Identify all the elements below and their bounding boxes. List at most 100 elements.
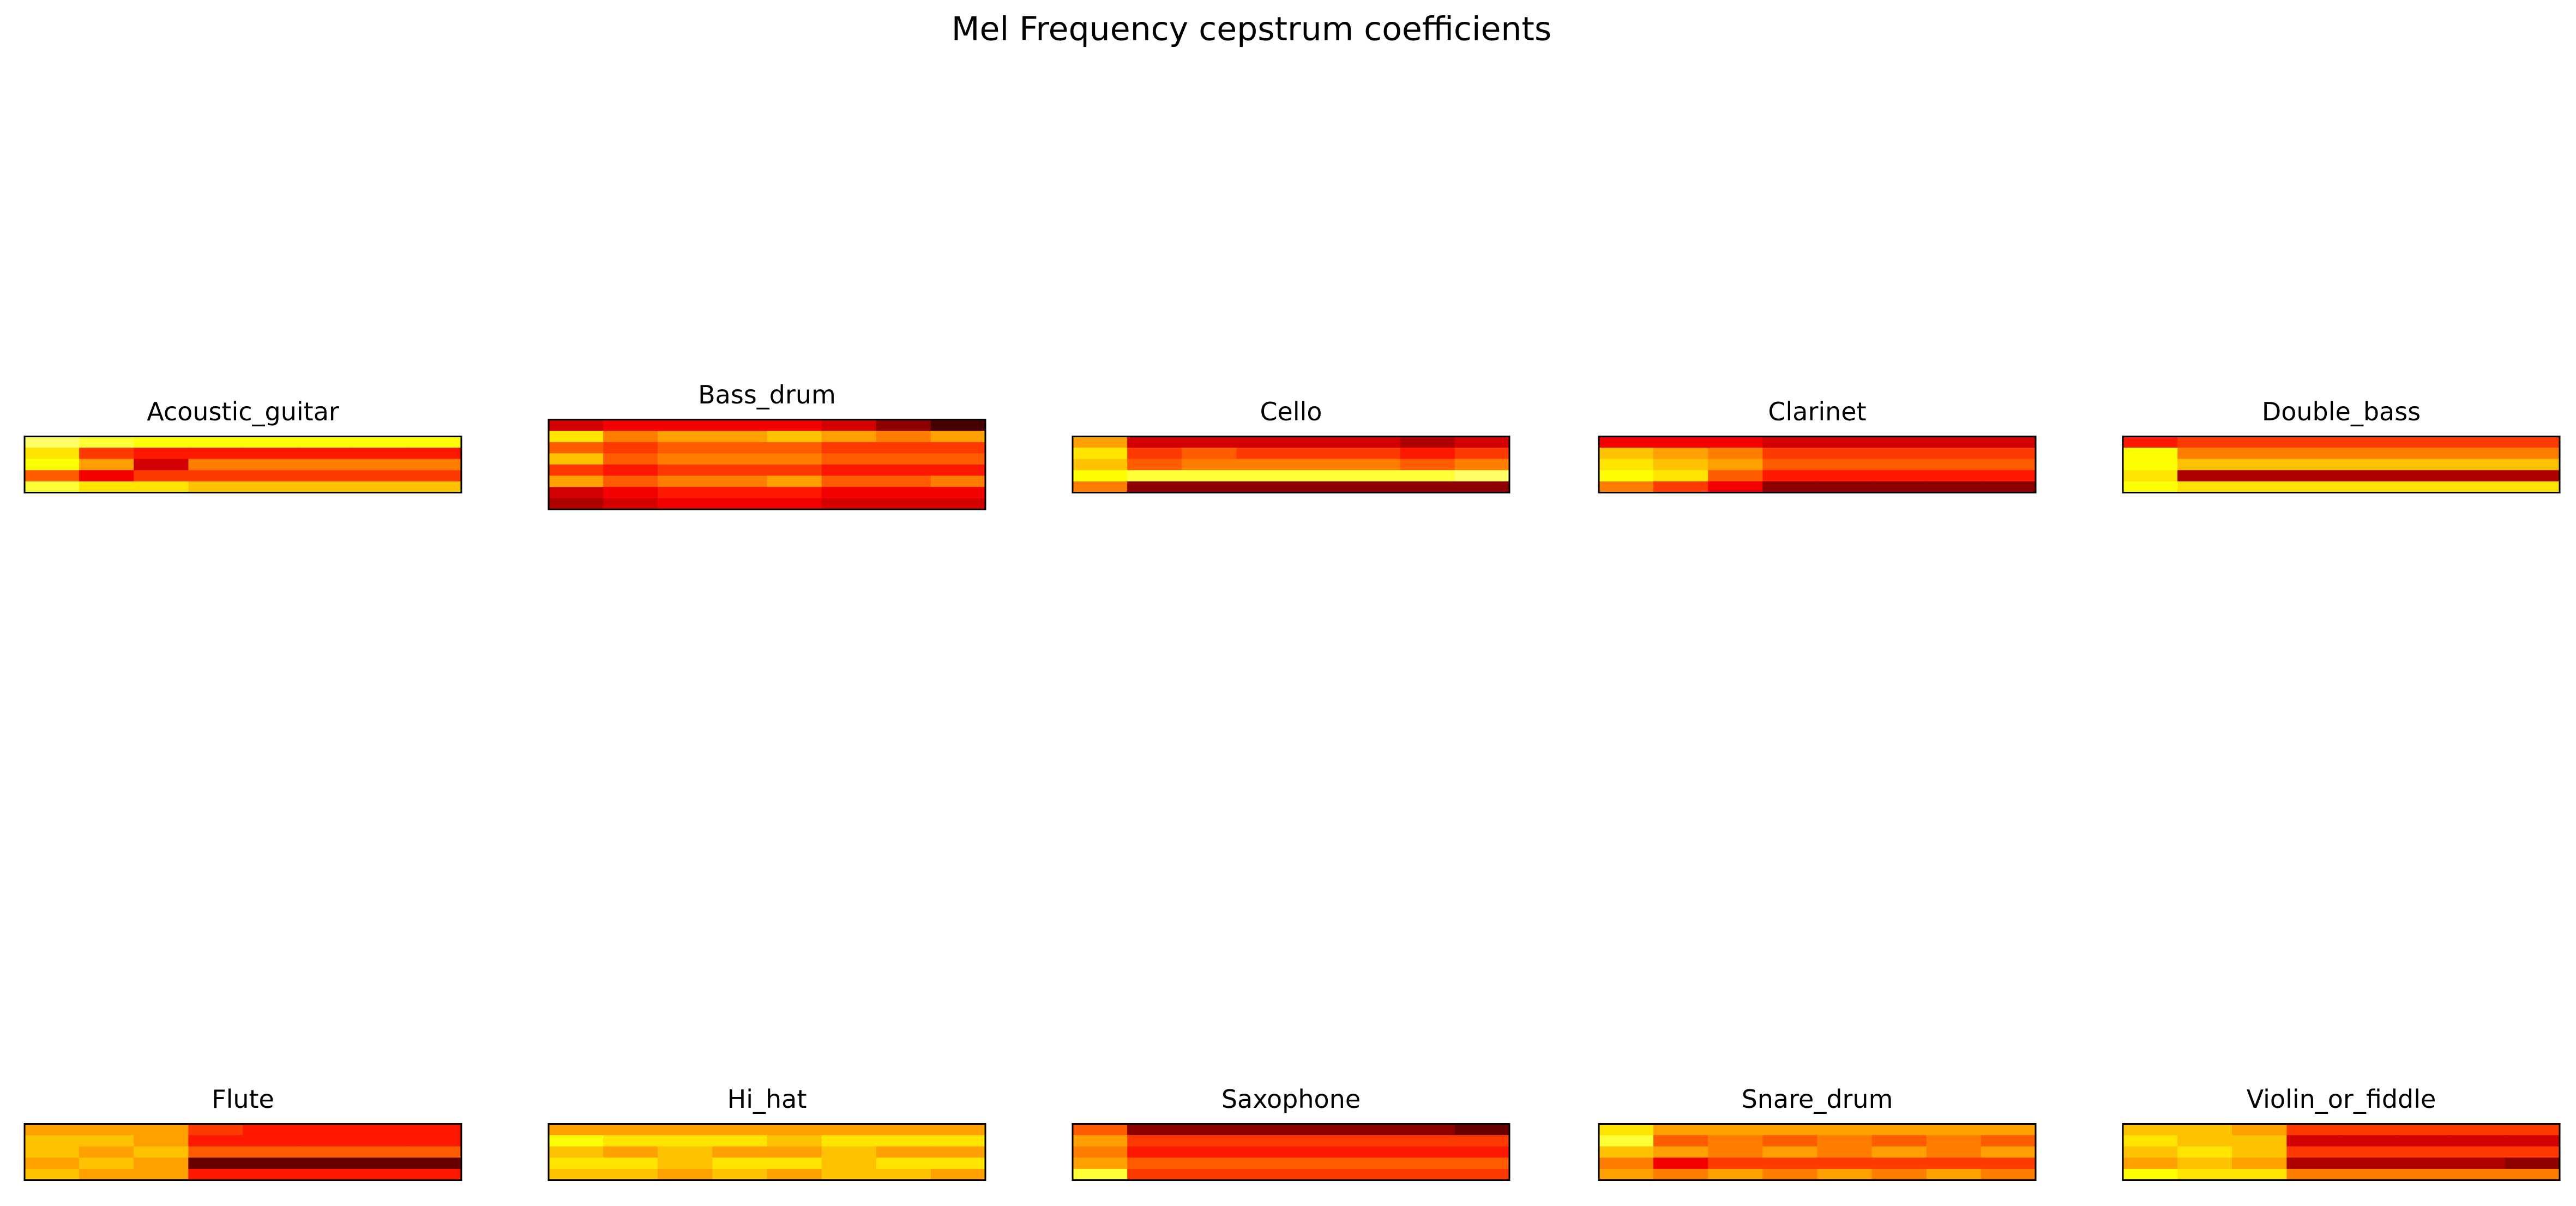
heatmap-cell bbox=[1653, 470, 1708, 482]
heatmap-cell bbox=[1871, 1168, 1927, 1180]
heatmap-cell bbox=[1708, 436, 1763, 448]
heatmap-cell bbox=[1291, 1135, 1346, 1147]
heatmap-cell bbox=[1073, 459, 1128, 471]
heatmap-cell bbox=[243, 436, 298, 448]
heatmap-cell bbox=[134, 436, 189, 448]
heatmap-cell bbox=[2177, 481, 2232, 493]
axes-frame bbox=[2122, 436, 2561, 493]
heatmap-cell bbox=[767, 453, 822, 465]
heatmap-cell bbox=[1653, 1168, 1708, 1180]
heatmap-cell bbox=[352, 1168, 407, 1180]
heatmap-cell bbox=[1981, 1135, 2036, 1147]
heatmap-cell bbox=[79, 1135, 134, 1147]
heatmap bbox=[2123, 1124, 2560, 1180]
heatmap-cell bbox=[1762, 1135, 1817, 1147]
heatmap-cell bbox=[658, 487, 713, 499]
heatmap-cell bbox=[1926, 1157, 1982, 1169]
heatmap-cell bbox=[1708, 1168, 1763, 1180]
heatmap-cell bbox=[1926, 436, 1982, 448]
heatmap-cell bbox=[1236, 1146, 1291, 1158]
heatmap-cell bbox=[243, 1146, 298, 1158]
heatmap-cell bbox=[1871, 459, 1927, 471]
heatmap-cell bbox=[1599, 1135, 1654, 1147]
panel-title: Hi_hat bbox=[727, 1084, 807, 1114]
heatmap-cell bbox=[1127, 1124, 1182, 1136]
heatmap-cell bbox=[876, 419, 931, 431]
heatmap-cell bbox=[1182, 1157, 1237, 1169]
heatmap-cell bbox=[1981, 481, 2036, 493]
heatmap-cell bbox=[25, 1135, 80, 1147]
heatmap-cell bbox=[1981, 470, 2036, 482]
heatmap-cell bbox=[2232, 436, 2287, 448]
heatmap-cell bbox=[1762, 481, 1817, 493]
heatmap-cell bbox=[1345, 1168, 1401, 1180]
heatmap-cell bbox=[134, 448, 189, 460]
heatmap-cell bbox=[603, 1168, 658, 1180]
panel-title: Acoustic_guitar bbox=[147, 397, 339, 426]
heatmap-cell bbox=[134, 1157, 189, 1169]
heatmap-cell bbox=[821, 442, 877, 454]
heatmap-cell bbox=[2341, 436, 2397, 448]
heatmap-cell bbox=[767, 1124, 822, 1136]
heatmap-cell bbox=[876, 1135, 931, 1147]
heatmap-cell bbox=[1236, 1168, 1291, 1180]
heatmap-cell bbox=[1871, 436, 1927, 448]
heatmap-cell bbox=[2232, 1135, 2287, 1147]
heatmap-cell bbox=[658, 475, 713, 487]
heatmap-cell bbox=[1073, 1146, 1128, 1158]
heatmap-cell bbox=[297, 1146, 353, 1158]
heatmap-cell bbox=[876, 475, 931, 487]
heatmap-cell bbox=[1400, 481, 1455, 493]
heatmap-cell bbox=[2232, 1168, 2287, 1180]
heatmap-cell bbox=[1400, 436, 1455, 448]
heatmap-cell bbox=[2505, 481, 2560, 493]
heatmap-cell bbox=[2450, 1124, 2506, 1136]
heatmap-cell bbox=[1236, 481, 1291, 493]
heatmap-cell bbox=[1400, 459, 1455, 471]
heatmap-cell bbox=[79, 436, 134, 448]
heatmap-cell bbox=[2286, 470, 2342, 482]
heatmap-cell bbox=[2505, 1135, 2560, 1147]
heatmap-cell bbox=[767, 1168, 822, 1180]
heatmap-cell bbox=[1653, 448, 1708, 460]
heatmap-cell bbox=[1599, 1146, 1654, 1158]
heatmap-cell bbox=[352, 470, 407, 482]
panel-title: Snare_drum bbox=[1742, 1084, 1893, 1114]
heatmap-cell bbox=[1345, 470, 1401, 482]
heatmap-cell bbox=[658, 498, 713, 510]
heatmap-cell bbox=[930, 419, 986, 431]
heatmap-cell bbox=[712, 1124, 767, 1136]
heatmap-cell bbox=[821, 1168, 877, 1180]
heatmap-cell bbox=[1653, 436, 1708, 448]
heatmap-cell bbox=[1182, 459, 1237, 471]
heatmap-cell bbox=[134, 1124, 189, 1136]
heatmap-cell bbox=[876, 1146, 931, 1158]
heatmap-cell bbox=[1653, 1157, 1708, 1169]
heatmap-cell bbox=[2177, 448, 2232, 460]
heatmap-cell bbox=[767, 465, 822, 477]
heatmap-cell bbox=[2286, 436, 2342, 448]
heatmap-cell bbox=[1127, 1157, 1182, 1169]
heatmap-cell bbox=[549, 453, 604, 465]
heatmap-cell bbox=[2177, 1124, 2232, 1136]
heatmap-cell bbox=[658, 1146, 713, 1158]
heatmap-cell bbox=[1345, 448, 1401, 460]
heatmap-cell bbox=[1073, 1124, 1128, 1136]
heatmap-cell bbox=[1981, 436, 2036, 448]
heatmap-cell bbox=[25, 1168, 80, 1180]
heatmap-cell bbox=[767, 431, 822, 443]
heatmap-cell bbox=[1345, 459, 1401, 471]
heatmap-cell bbox=[2450, 470, 2506, 482]
heatmap-cell bbox=[2286, 1124, 2342, 1136]
heatmap-cell bbox=[2450, 448, 2506, 460]
heatmap-cell bbox=[1762, 470, 1817, 482]
heatmap-cell bbox=[1454, 1157, 1510, 1169]
heatmap-cell bbox=[2341, 1168, 2397, 1180]
heatmap-cell bbox=[658, 465, 713, 477]
heatmap-cell bbox=[2505, 470, 2560, 482]
heatmap-cell bbox=[1817, 481, 1873, 493]
heatmap-cell bbox=[658, 442, 713, 454]
heatmap-cell bbox=[549, 498, 604, 510]
heatmap-cell bbox=[1817, 1157, 1873, 1169]
